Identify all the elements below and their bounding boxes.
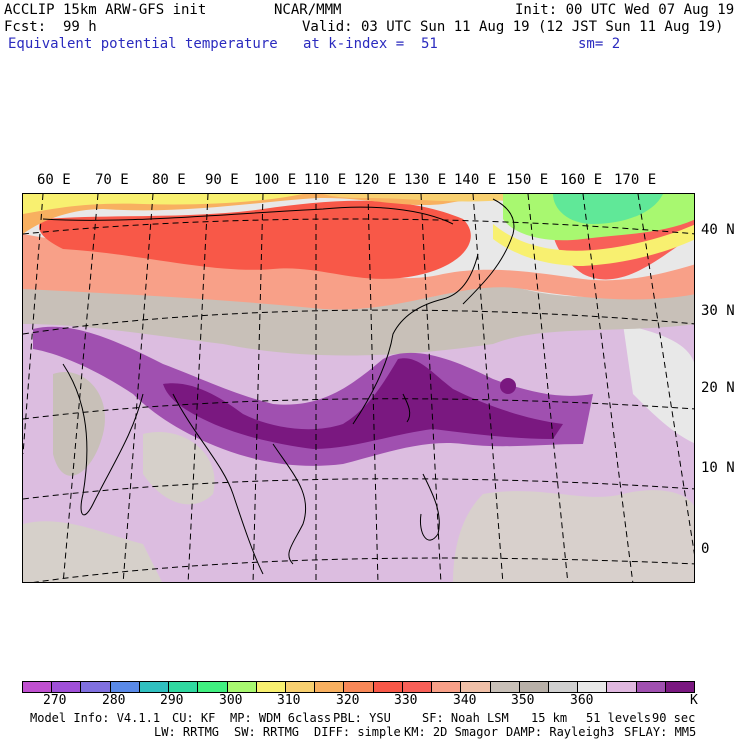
colorbar-tick: 340: [453, 693, 477, 708]
graticule: [23, 194, 694, 582]
coastlines: [42, 198, 515, 575]
pbl-scheme: PBL: YSU: [333, 711, 391, 725]
colorbar-swatch: [285, 682, 316, 692]
lat-label: 0: [701, 541, 710, 557]
colorbar-swatch: [578, 682, 608, 692]
colorbar-tick: 280: [102, 693, 126, 708]
colorbar-swatch: [402, 682, 433, 692]
resolution: 15 km: [531, 711, 568, 725]
colorbar-tick: 360: [570, 693, 594, 708]
lon-label: 140 E: [454, 172, 497, 188]
lon-label: 60 E: [37, 172, 71, 188]
theta-e-map: [22, 193, 695, 583]
colorbar-tick: 270: [43, 693, 67, 708]
yellow-edge: [493, 224, 694, 266]
lon-label: 110 E: [304, 172, 347, 188]
mp-scheme: MP: WDM 6class: [230, 711, 332, 725]
colorbar-swatch: [344, 682, 374, 692]
sw-scheme: SW: RRTMG: [234, 725, 300, 739]
colorbar-swatch: [227, 682, 257, 692]
colorbar-swatch: [636, 682, 666, 692]
model-title: ACCLIP 15km ARW-GFS init: [4, 2, 207, 18]
salmon-band: [23, 234, 694, 310]
colorbar-tick: 350: [511, 693, 535, 708]
lon-label: 170 E: [614, 172, 657, 188]
km-scheme: KM: 2D Smagor: [404, 725, 498, 739]
damp-scheme: DAMP: Rayleigh3: [506, 725, 615, 739]
colorbar-swatch: [490, 682, 520, 692]
monsoon-dark-core: [163, 358, 563, 449]
grey-patch: [143, 432, 215, 505]
colorbar-swatch: [139, 682, 170, 692]
colorbar-swatch: [169, 682, 199, 692]
lon-label: 80 E: [152, 172, 186, 188]
colorbar-tick: 300: [219, 693, 243, 708]
forecast-hour: Fcst: 99 h: [4, 19, 97, 35]
colorbar-swatch: [432, 682, 462, 692]
grey-patch: [623, 324, 694, 444]
colorbar-swatch: [373, 682, 403, 692]
grey-patch: [23, 521, 162, 582]
timestep: 90 sec: [652, 711, 696, 725]
lon-label: 90 E: [205, 172, 239, 188]
lat-label: 10 N: [701, 460, 735, 476]
colorbar-swatch: [52, 682, 82, 692]
colorbar-swatch: [110, 682, 140, 692]
lon-label: 100 E: [254, 172, 297, 188]
colorbar-tick: 330: [394, 693, 418, 708]
lon-label: 120 E: [354, 172, 397, 188]
northern-yellow-band: [323, 194, 543, 202]
lon-label: 70 E: [95, 172, 129, 188]
lat-label: 30 N: [701, 303, 735, 319]
levels: 51 levels: [586, 711, 652, 725]
colorbar-tick: 310: [277, 693, 301, 708]
colorbar-unit: K: [690, 693, 698, 708]
lon-label: 130 E: [404, 172, 447, 188]
colorbar-swatch: [23, 682, 53, 692]
disturbance: [500, 378, 516, 394]
colorbar-swatch: [256, 682, 286, 692]
lon-label: 160 E: [560, 172, 603, 188]
colorbar-swatch: [81, 682, 111, 692]
colorbar-swatch: [519, 682, 549, 692]
lat-label: 20 N: [701, 380, 735, 396]
lon-label: 150 E: [506, 172, 549, 188]
level-index: at k-index = 51: [303, 36, 438, 52]
sflay-scheme: SFLAY: MM5: [624, 725, 697, 739]
lw-scheme: LW: RRTMG: [154, 725, 220, 739]
sf-scheme: SF: Noah LSM: [422, 711, 509, 725]
cu-scheme: CU: KF: [172, 711, 216, 725]
colorbar-swatch: [461, 682, 491, 692]
map-canvas: [23, 194, 694, 582]
diff-scheme: DIFF: simple: [314, 725, 401, 739]
colorbar: [22, 681, 695, 693]
field-name: Equivalent potential temperature: [8, 36, 278, 52]
smoothing: sm= 2: [578, 36, 621, 52]
valid-time: Valid: 03 UTC Sun 11 Aug 19 (12 JST Sun …: [302, 19, 724, 35]
lat-label: 40 N: [701, 222, 735, 238]
colorbar-swatch: [665, 682, 695, 692]
colorbar-swatch: [548, 682, 579, 692]
colorbar-tick: 290: [160, 693, 184, 708]
northern-yellow-band: [23, 194, 303, 214]
colorbar-swatch: [607, 682, 637, 692]
model-info: Model Info: V4.1.1: [30, 711, 161, 725]
high-theta-region: [39, 200, 471, 279]
colorbar-tick: 320: [336, 693, 360, 708]
colorbar-swatch: [315, 682, 345, 692]
init-time: Init: 00 UTC Wed 07 Aug 19: [515, 2, 735, 18]
grey-patch: [453, 490, 694, 582]
organization: NCAR/MMM: [274, 2, 342, 18]
cool-green-region: [553, 194, 663, 224]
colorbar-swatch: [198, 682, 228, 692]
india-grey-region: [53, 372, 105, 476]
